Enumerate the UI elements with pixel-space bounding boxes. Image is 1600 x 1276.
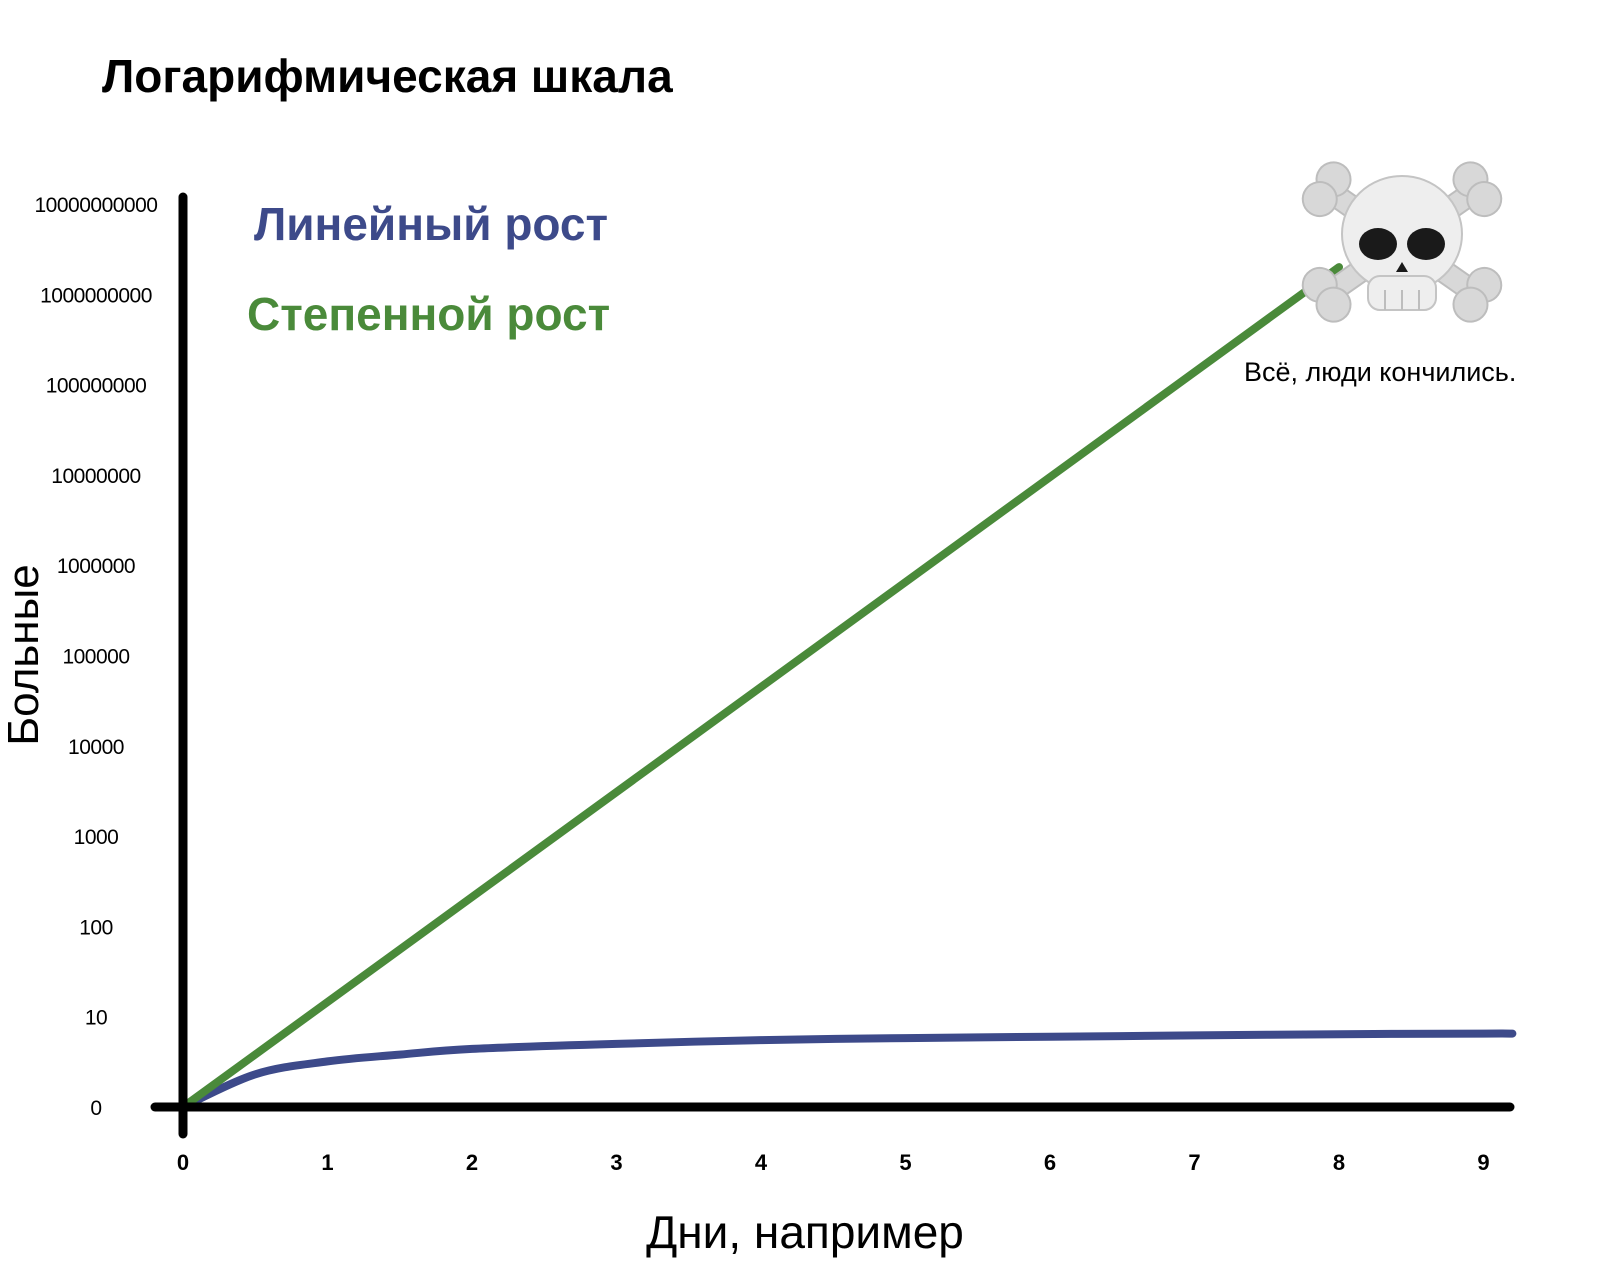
series-line-power-growth — [179, 263, 1343, 1111]
y-tick-label: 100 — [79, 916, 113, 939]
y-axis-label: Больные — [0, 564, 48, 745]
x-tick-label: 8 — [1333, 1150, 1345, 1175]
series-line-linear-growth — [179, 1029, 1517, 1111]
x-tick-label: 9 — [1477, 1150, 1489, 1175]
annotation-people-ran-out: Всё, люди кончились. — [1244, 357, 1516, 387]
x-tick-label: 2 — [466, 1150, 478, 1175]
y-tick-label: 1000000 — [57, 555, 135, 578]
skull-crossbones-icon — [1301, 161, 1503, 323]
x-tick-label: 5 — [899, 1150, 911, 1175]
y-tick-label: 1000000000 — [40, 284, 152, 307]
legend-linear-growth: Линейный рост — [254, 198, 608, 250]
y-tick-label: 10000000 — [51, 465, 140, 488]
y-tick-label: 10 — [85, 1007, 107, 1030]
y-tick-label: 10000 — [68, 736, 124, 759]
x-axis-label: Дни, например — [646, 1206, 964, 1258]
y-tick-label: 1000 — [74, 826, 119, 849]
x-tick-labels: 0 1 2 3 4 5 6 7 8 9 — [177, 1150, 1490, 1175]
x-tick-label: 3 — [610, 1150, 622, 1175]
y-tick-label: 10000000000 — [35, 194, 158, 217]
y-tick-label: 100000 — [62, 646, 129, 669]
x-tick-label: 4 — [755, 1150, 768, 1175]
x-tick-label: 7 — [1188, 1150, 1200, 1175]
x-tick-label: 6 — [1044, 1150, 1056, 1175]
legend-power-growth: Степенной рост — [247, 288, 610, 340]
y-tick-label: 0 — [90, 1097, 101, 1120]
y-tick-labels: 0 10 100 1000 10000 100000 1000000 10000000 1000… — [35, 194, 158, 1120]
x-tick-label: 0 — [177, 1150, 189, 1175]
y-tick-label: 100000000 — [46, 375, 147, 398]
x-tick-label: 1 — [321, 1150, 333, 1175]
chart-title: Логарифмическая шкала — [102, 50, 673, 102]
series-layer — [179, 263, 1517, 1111]
